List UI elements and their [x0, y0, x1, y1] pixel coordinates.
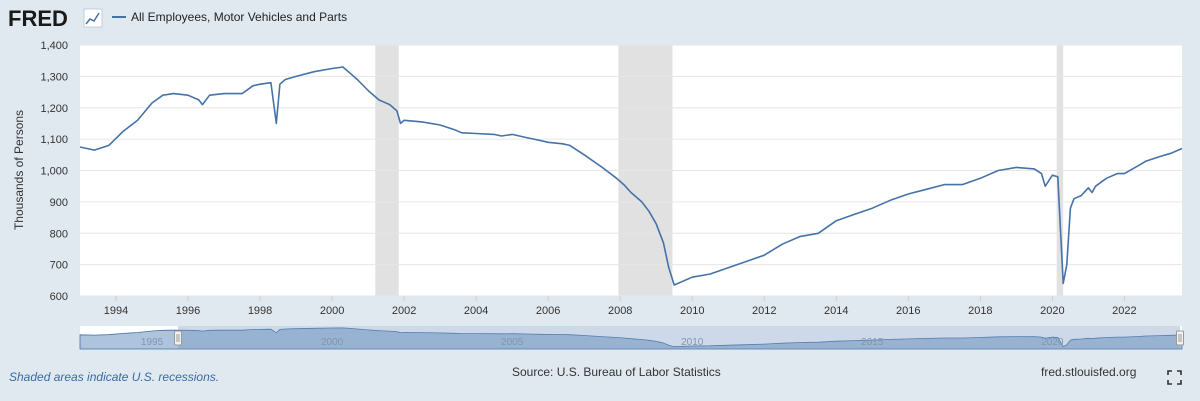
x-axis-ticks: 1994 1996 1998 2000 2002 2004 2006 2008 2010 2012… [104, 296, 1137, 317]
y-tick-label: 800 [50, 228, 68, 240]
y-tick-label: 1,100 [40, 134, 68, 146]
y-tick-label: 700 [50, 260, 68, 272]
series-line[interactable] [79, 66, 1183, 286]
navigator-label: 1995 [141, 337, 164, 348]
range-navigator[interactable]: 1995 2000 2005 2010 2015 2020 [79, 326, 1184, 350]
x-tick-label: 2000 [320, 305, 344, 317]
navigator-label: 2000 [321, 337, 344, 348]
fred-logo[interactable]: FRED [8, 6, 103, 31]
x-tick-label: 2006 [536, 305, 560, 317]
y-tick-label: 900 [50, 197, 68, 209]
grid-lines [80, 44, 1182, 297]
x-tick-label: 2004 [464, 305, 488, 317]
source-text[interactable]: Source: U.S. Bureau of Labor Statistics [512, 365, 721, 379]
y-tick-label: 1,400 [40, 40, 68, 52]
x-tick-label: 1998 [248, 305, 272, 317]
x-tick-label: 2022 [1112, 305, 1136, 317]
legend-item-label: All Employees, Motor Vehicles and Parts [131, 10, 347, 24]
x-tick-label: 2002 [392, 305, 416, 317]
navigator-label: 2020 [1041, 337, 1064, 348]
x-tick-label: 2008 [608, 305, 632, 317]
navigator-selected-range[interactable] [178, 326, 1180, 349]
navigator-label: 2010 [681, 337, 704, 348]
x-tick-label: 2012 [752, 305, 776, 317]
y-tick-label: 1,300 [40, 71, 68, 83]
x-tick-label: 2014 [824, 305, 848, 317]
x-tick-label: 2018 [968, 305, 992, 317]
navigator-label: 2015 [861, 337, 884, 348]
navigator-labels: 1995 2000 2005 2010 2015 2020 [141, 337, 1064, 348]
site-link[interactable]: fred.stlouisfed.org [1041, 365, 1136, 379]
x-tick-label: 1996 [176, 305, 200, 317]
line-chart-icon [83, 8, 103, 28]
y-tick-label: 1,000 [40, 166, 68, 178]
fred-logo-text: FRED [8, 6, 68, 31]
navigator-label: 2005 [501, 337, 524, 348]
legend[interactable]: All Employees, Motor Vehicles and Parts [112, 10, 347, 24]
navigator-left-handle[interactable] [174, 330, 182, 346]
y-tick-label: 600 [50, 291, 68, 303]
x-tick-label: 2020 [1040, 305, 1064, 317]
navigator-right-handle[interactable] [1176, 330, 1184, 346]
navigator-area [79, 327, 1183, 350]
y-axis-label: Thousands of Persons [12, 110, 26, 230]
y-tick-label: 1,200 [40, 103, 68, 115]
y-axis-ticks: 600 700 800 900 1,000 1,100 1,200 1,300 1,400 [40, 40, 68, 303]
x-tick-label: 2010 [680, 305, 704, 317]
x-tick-label: 2016 [896, 305, 920, 317]
fullscreen-icon[interactable] [1167, 370, 1182, 385]
recession-note: Shaded areas indicate U.S. recessions. [9, 370, 219, 384]
x-tick-label: 1994 [104, 305, 128, 317]
